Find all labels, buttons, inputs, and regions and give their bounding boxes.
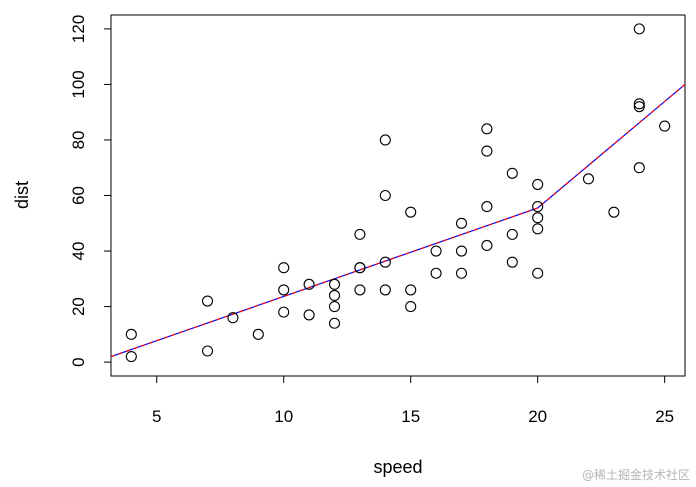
data-point — [125, 351, 137, 363]
data-point — [633, 98, 645, 110]
data-point — [328, 301, 341, 313]
data-point — [201, 345, 214, 357]
plot-box — [110, 14, 686, 377]
y-tick-label: 20 — [69, 297, 88, 316]
data-point — [506, 167, 518, 179]
data-point — [125, 328, 137, 340]
y-axis: 0 20 40 60 80 100 120 — [69, 15, 112, 367]
data-point — [455, 267, 468, 279]
data-point — [532, 201, 544, 213]
data-point — [481, 239, 493, 252]
data-point — [506, 228, 518, 240]
fit-lines — [110, 83, 686, 358]
data-point — [278, 284, 290, 296]
data-point — [481, 123, 493, 135]
data-point — [455, 245, 468, 257]
y-axis-title: dist — [12, 181, 32, 209]
x-axis-title: speed — [373, 457, 422, 477]
data-point — [379, 256, 391, 268]
data-point — [303, 309, 315, 321]
data-point — [328, 289, 341, 302]
y-tick-label: 80 — [69, 131, 88, 150]
data-point — [532, 178, 544, 190]
y-tick-label: 40 — [69, 242, 88, 261]
x-tick-label: 25 — [655, 407, 674, 426]
data-point — [354, 284, 366, 296]
data-point — [379, 189, 391, 202]
data-point — [633, 23, 645, 35]
y-tick-label: 120 — [69, 15, 88, 43]
data-point — [278, 262, 290, 274]
fit-line — [110, 83, 686, 358]
data-point — [430, 267, 442, 279]
data-point — [252, 328, 264, 340]
data-point — [354, 228, 366, 240]
data-point — [201, 295, 214, 307]
data-point — [354, 262, 366, 274]
data-point — [227, 312, 239, 324]
data-point — [405, 206, 417, 218]
data-point — [481, 145, 493, 157]
data-point — [405, 301, 417, 313]
data-point — [659, 120, 671, 132]
data-point — [532, 267, 544, 279]
x-tick-label: 10 — [274, 407, 293, 426]
x-axis: 5 10 15 20 25 — [152, 375, 674, 426]
data-point — [455, 217, 468, 229]
x-tick-label: 15 — [401, 407, 420, 426]
data-point — [328, 278, 341, 290]
data-point — [303, 278, 315, 290]
data-point — [582, 173, 595, 185]
data-point — [379, 284, 391, 296]
y-tick-label: 100 — [69, 70, 88, 98]
data-point — [506, 256, 518, 268]
data-point — [328, 317, 341, 329]
data-point — [481, 201, 493, 213]
x-tick-label: 5 — [152, 407, 161, 426]
data-point — [608, 206, 620, 218]
fit-line — [110, 83, 686, 358]
data-point — [532, 212, 544, 224]
data-point — [633, 101, 645, 113]
y-tick-label: 0 — [69, 357, 88, 366]
data-point — [532, 223, 544, 235]
data-point — [430, 245, 442, 257]
data-point — [405, 284, 417, 296]
data-points — [125, 23, 671, 363]
data-point — [633, 162, 645, 174]
data-point — [379, 134, 391, 146]
watermark: @稀土掘金技术社区 — [582, 467, 690, 482]
x-tick-label: 20 — [528, 407, 547, 426]
y-tick-label: 60 — [69, 186, 88, 205]
data-point — [278, 306, 290, 318]
